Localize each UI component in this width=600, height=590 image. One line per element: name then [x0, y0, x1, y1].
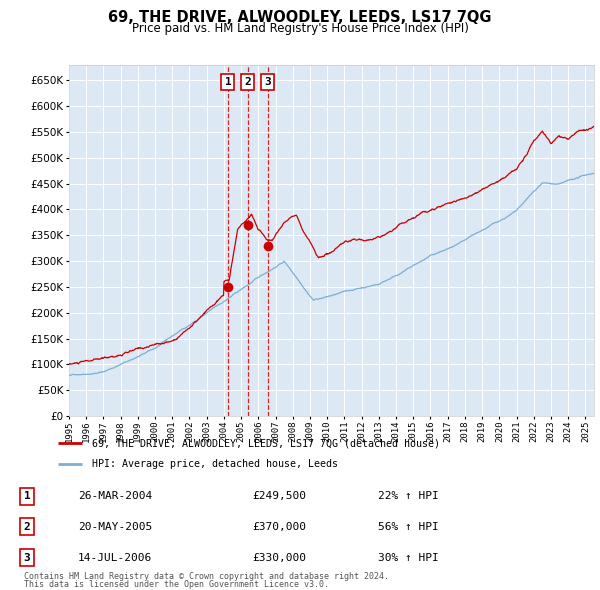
- Text: 14-JUL-2006: 14-JUL-2006: [78, 553, 152, 562]
- Text: HPI: Average price, detached house, Leeds: HPI: Average price, detached house, Leed…: [92, 459, 338, 469]
- Text: 69, THE DRIVE, ALWOODLEY, LEEDS, LS17 7QG: 69, THE DRIVE, ALWOODLEY, LEEDS, LS17 7Q…: [108, 10, 492, 25]
- Text: 30% ↑ HPI: 30% ↑ HPI: [378, 553, 439, 562]
- Text: 2: 2: [244, 77, 251, 87]
- Text: 26-MAR-2004: 26-MAR-2004: [78, 491, 152, 501]
- Text: £249,500: £249,500: [252, 491, 306, 501]
- Text: Contains HM Land Registry data © Crown copyright and database right 2024.: Contains HM Land Registry data © Crown c…: [24, 572, 389, 581]
- Text: 3: 3: [23, 553, 31, 562]
- Text: £370,000: £370,000: [252, 522, 306, 532]
- Text: 22% ↑ HPI: 22% ↑ HPI: [378, 491, 439, 501]
- Text: 1: 1: [224, 77, 231, 87]
- Text: 56% ↑ HPI: 56% ↑ HPI: [378, 522, 439, 532]
- Text: 69, THE DRIVE, ALWOODLEY, LEEDS, LS17 7QG (detached house): 69, THE DRIVE, ALWOODLEY, LEEDS, LS17 7Q…: [92, 438, 440, 448]
- Text: £330,000: £330,000: [252, 553, 306, 562]
- Text: 2: 2: [23, 522, 31, 532]
- Text: 20-MAY-2005: 20-MAY-2005: [78, 522, 152, 532]
- Text: 1: 1: [23, 491, 31, 501]
- Text: Price paid vs. HM Land Registry's House Price Index (HPI): Price paid vs. HM Land Registry's House …: [131, 22, 469, 35]
- Text: This data is licensed under the Open Government Licence v3.0.: This data is licensed under the Open Gov…: [24, 580, 329, 589]
- Text: 3: 3: [264, 77, 271, 87]
